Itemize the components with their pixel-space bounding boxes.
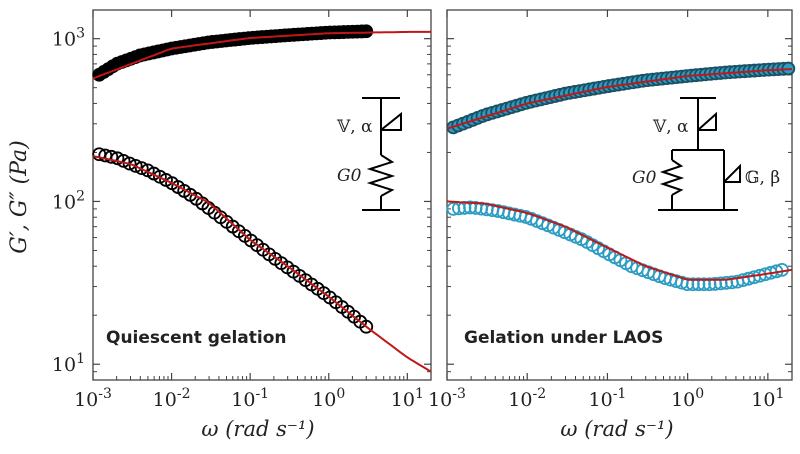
right-xtick-label: 101 [751, 386, 784, 411]
left-model-diagram [362, 97, 402, 211]
left-ytick-label: 103 [52, 26, 85, 51]
left-series1-point [359, 319, 374, 334]
left-series1-point [128, 158, 143, 173]
right-xtick-label: 10-1 [589, 386, 627, 411]
left-series0-point [359, 24, 374, 39]
right-xtick-label: 100 [671, 386, 704, 411]
right-xtick-label: 10-2 [508, 386, 546, 411]
left-series1-point [134, 161, 149, 176]
left-xtick-label: 101 [391, 386, 424, 411]
left-springpot-label: 𝕍, α [336, 117, 373, 137]
right-springpot-label: 𝕍, α [652, 117, 689, 137]
left-xlabel: ω (rad s⁻¹) [201, 417, 314, 441]
left-data-layer: 10-3 10-2 10-1 100 101 101 102 103 [52, 10, 432, 411]
left-springpot-icon [380, 111, 402, 133]
right-model-diagram [658, 97, 741, 211]
right-xlabel: ω (rad s⁻¹) [560, 417, 673, 441]
right-xtick-label: 10-3 [428, 386, 466, 411]
right-springpot2-label: 𝔾, β [745, 168, 780, 188]
left-series1-point [122, 156, 137, 171]
left-xtick-label: 100 [312, 386, 345, 411]
right-springpot-icon [697, 111, 717, 133]
right-panel: 10-3 10-2 10-1 100 101 Gelation under LAOS ω… [428, 9, 796, 441]
left-spring-icon [366, 154, 396, 197]
right-springpot2-icon [723, 163, 741, 185]
left-panel: 10-3 10-2 10-1 100 101 101 102 103 Quiescent ge… [52, 9, 432, 441]
left-fit-line-0 [92, 30, 431, 80]
left-series1-point [110, 151, 125, 166]
left-series1-point [104, 149, 119, 164]
left-xtick-label: 10-1 [231, 386, 269, 411]
right-spring-label: G0 [632, 168, 657, 188]
left-fit-line-1 [92, 155, 432, 373]
right-plot-frame [446, 9, 793, 381]
right-fit-line-0 [446, 68, 793, 130]
right-fit-line-1 [446, 200, 793, 281]
right-spring-icon [659, 159, 685, 196]
left-xtick-label: 10-3 [74, 386, 112, 411]
left-xtick-label: 10-2 [153, 386, 191, 411]
right-data-layer: 10-3 10-2 10-1 100 101 [428, 10, 796, 411]
right-annotation: Gelation under LAOS [464, 328, 663, 348]
left-spring-label: G0 [337, 166, 362, 186]
left-ytick-label: 102 [52, 188, 85, 213]
left-ytick-label: 101 [52, 351, 85, 376]
y-axis-label: G′, G″ (Pa) [7, 140, 32, 253]
left-plot-frame [92, 9, 432, 381]
left-annotation: Quiescent gelation [106, 328, 287, 348]
